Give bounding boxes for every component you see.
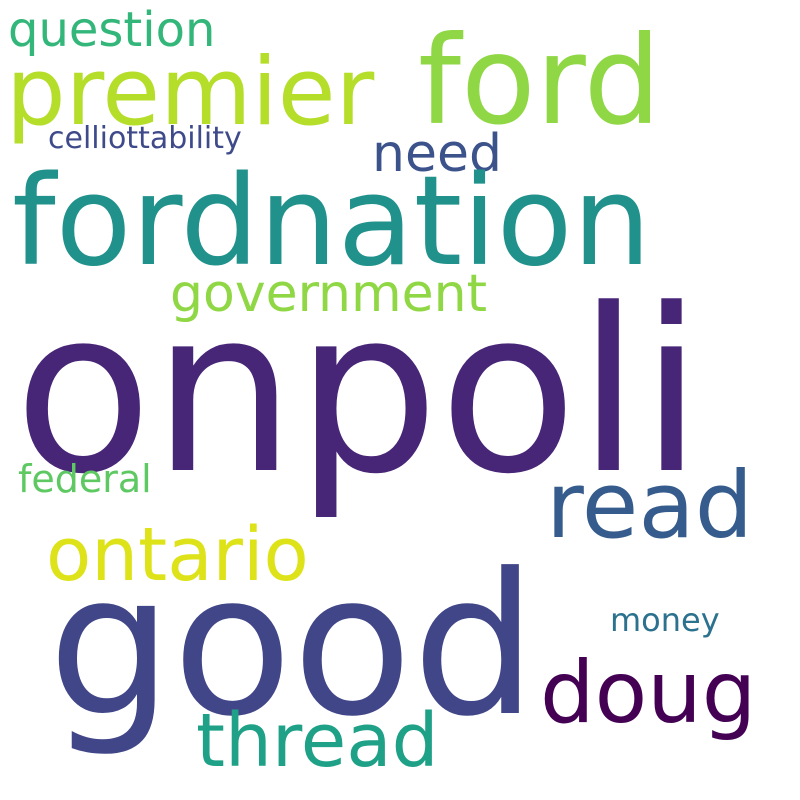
word-government: government xyxy=(170,264,488,324)
word-celliottability: celliottability xyxy=(48,121,242,156)
word-doug: doug xyxy=(540,643,757,743)
word-ontario: ontario xyxy=(46,512,309,598)
word-thread: thread xyxy=(196,698,439,784)
word-ford: ford xyxy=(418,10,662,152)
word-read: read xyxy=(546,452,754,559)
word-need: need xyxy=(372,124,502,184)
word-federal: federal xyxy=(18,457,152,501)
word-money: money xyxy=(610,601,720,639)
word-onpoli: onpoli xyxy=(14,261,703,524)
word-premier: premier xyxy=(6,38,375,147)
word-question: question xyxy=(8,2,216,58)
word-good: good xyxy=(48,532,537,760)
word-fordnation: fordnation xyxy=(12,150,652,294)
